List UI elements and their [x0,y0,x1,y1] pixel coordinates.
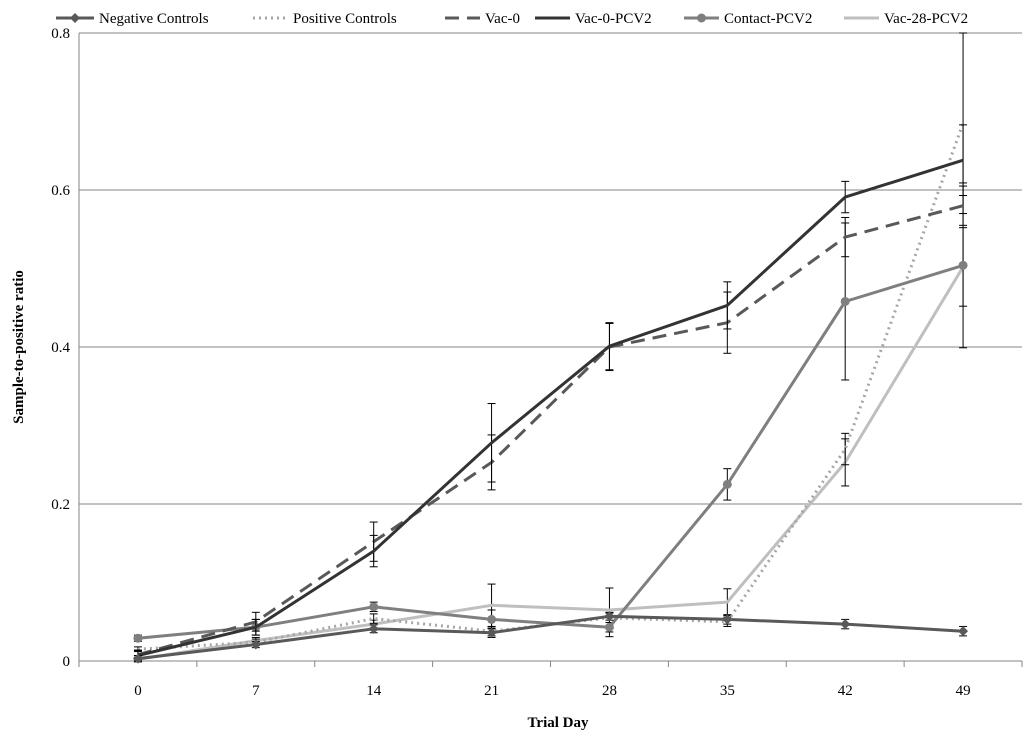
series-line [137,204,964,657]
data-point [250,639,261,650]
data-point [487,614,497,624]
data-point [368,623,379,634]
series-contact-pcv2 [133,182,968,643]
series-vac-0 [133,185,968,660]
data-point [958,260,968,270]
legend-label: Vac-0 [485,11,520,27]
x-tick-label: 14 [366,683,382,699]
legend-label: Contact-PCV2 [724,11,812,27]
legend: Negative Controls Positive Controls Vac-0 V… [56,11,968,27]
data-point [133,633,143,643]
series-vac-28-pcv2 [133,227,968,663]
y-tick-label: 0.6 [51,183,70,199]
y-axis-title: Sample-to-positive ratio [11,270,27,424]
legend-item: Vac-28-PCV2 [844,11,968,27]
x-tick-label: 35 [720,683,735,699]
x-tick-label: 21 [484,683,499,699]
series-line [137,614,964,661]
series-line [137,158,964,657]
series-line [137,122,965,651]
data-point [369,602,379,612]
data-point [722,479,732,489]
legend-label: Negative Controls [99,11,209,27]
legend-item: Negative Controls [56,11,209,27]
y-tick-label: 0.2 [51,497,70,513]
legend-marker [70,13,80,23]
legend-marker [697,13,706,23]
y-tick-label: 0.4 [51,340,70,356]
x-tick-label: 49 [956,683,971,699]
legend-item: Contact-PCV2 [684,11,812,27]
legend-label: Vac-28-PCV2 [884,11,968,27]
series-vac-0-pcv2 [133,124,968,661]
series-line [137,266,965,661]
legend-label: Positive Controls [293,11,397,27]
series-positive-controls [133,32,968,653]
data-point [604,611,615,622]
legend-label: Vac-0-PCV2 [575,11,652,27]
x-axis-title: Trial Day [528,715,589,731]
data-point [486,627,497,638]
data-point [604,622,614,632]
data-point [840,296,850,306]
x-tick-label: 7 [252,683,260,699]
x-tick-label: 28 [602,683,617,699]
data-point [132,653,143,664]
x-tick-label: 42 [838,683,853,699]
legend-item: Vac-0 [445,11,520,27]
gridlines [79,32,1022,505]
legend-item: Positive Controls [253,11,397,27]
y-tick-label: 0.8 [51,26,70,42]
axes: 0 0.2 0.4 0.6 0.8 0 7 14 21 28 35 42 49 [51,26,1023,699]
data-point [840,619,851,630]
series-group [132,32,969,664]
data-point [958,626,969,637]
series-line [137,263,964,640]
series-negative-controls [132,611,969,664]
y-tick-label: 0 [63,654,71,670]
data-point [722,614,733,625]
legend-item: Vac-0-PCV2 [535,11,652,27]
x-tick-label: 0 [134,683,142,699]
